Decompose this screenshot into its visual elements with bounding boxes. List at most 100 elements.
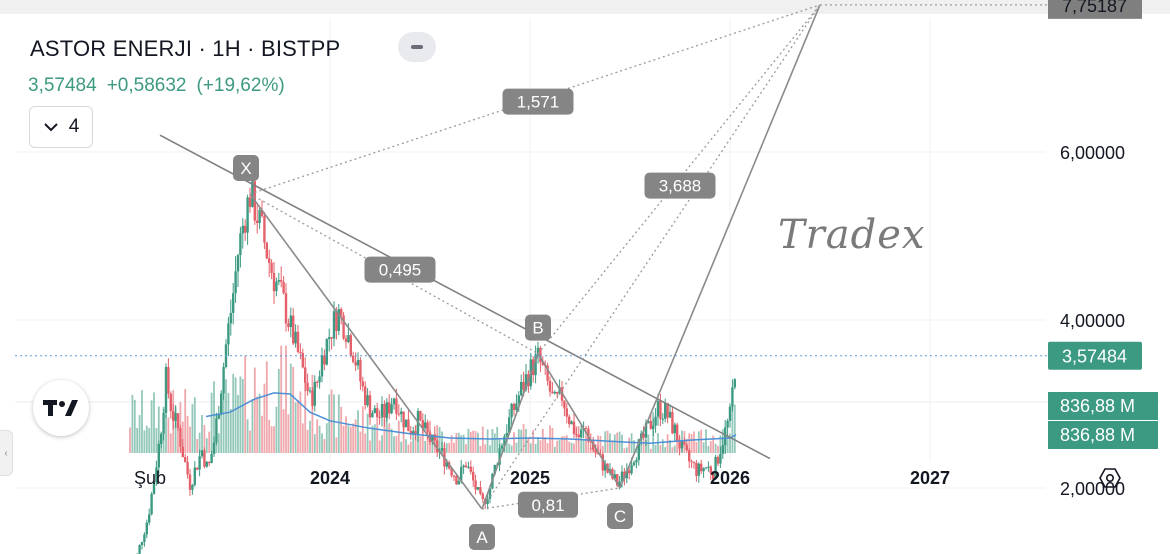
volume-bar	[162, 406, 165, 453]
volume-bar	[342, 425, 345, 453]
volume-bar	[479, 446, 482, 453]
volume-bar	[625, 447, 628, 453]
candle-body	[227, 323, 230, 345]
volume-bar	[455, 433, 458, 453]
volume-bar	[678, 437, 681, 453]
pattern-ratio-label-box	[502, 88, 574, 115]
candle-body	[325, 339, 328, 365]
volume-bar	[333, 394, 335, 453]
indicator-count: 4	[68, 116, 80, 137]
pattern-leg-xa[interactable]	[249, 193, 483, 510]
volume-bar	[577, 445, 580, 453]
candle-body	[193, 467, 196, 486]
candle-body	[140, 541, 144, 546]
volume-bar	[297, 399, 299, 453]
volume-bar	[558, 440, 561, 453]
volume-bar	[157, 406, 160, 453]
indicators-toggle-button[interactable]: 4	[29, 106, 93, 148]
candle-body	[620, 471, 624, 482]
candle-body	[342, 315, 345, 339]
volume-bar	[448, 442, 451, 453]
candle-body	[407, 419, 410, 432]
volume-bar	[721, 429, 724, 453]
top-strip	[0, 0, 1170, 14]
volume-bar	[347, 425, 350, 453]
volume-bar	[546, 443, 549, 453]
candle-body	[654, 416, 657, 426]
candle-body	[308, 390, 312, 392]
candle-body	[719, 453, 722, 464]
chevron-left-icon: ‹	[4, 447, 8, 459]
volume-bar	[337, 394, 340, 453]
chart-settings-icon[interactable]	[1098, 466, 1122, 490]
volume-bar	[249, 430, 251, 453]
volume-bar	[306, 429, 309, 453]
candle-body	[709, 466, 712, 474]
candle-body	[493, 464, 496, 475]
candle-body	[632, 462, 636, 466]
candle-body	[616, 474, 619, 486]
symbol-interval: 1H	[212, 36, 241, 61]
time-axis-tick-label: 2024	[310, 468, 350, 488]
trendline[interactable]	[159, 134, 771, 460]
candle-body	[244, 225, 247, 233]
candle-body	[203, 450, 206, 467]
volume-bar	[265, 361, 268, 453]
volume-tag	[1048, 392, 1158, 420]
volume-bar	[597, 435, 599, 453]
volume-bar	[354, 419, 357, 453]
volume-bar	[193, 397, 196, 453]
candle-body	[272, 273, 276, 292]
candle-body	[503, 436, 506, 446]
volume-bar	[412, 430, 415, 453]
candle-body	[460, 467, 463, 481]
candle-body	[702, 468, 705, 472]
pattern-point-b-box	[525, 314, 551, 341]
candle-body	[666, 403, 669, 418]
pattern-leg-ab[interactable]	[481, 353, 539, 510]
volume-bar	[393, 436, 395, 453]
volume-bar	[635, 448, 638, 453]
candle-body	[292, 315, 295, 344]
volume-bar	[640, 434, 643, 453]
pattern-leg-bc[interactable]	[537, 353, 621, 489]
candle-body	[268, 258, 271, 263]
volume-bar	[472, 430, 475, 453]
candle-body	[596, 453, 600, 455]
volume-bar	[431, 437, 434, 453]
candle-body	[716, 456, 720, 464]
candle-body	[551, 391, 554, 394]
pattern-leg-cd[interactable]	[619, 4, 821, 489]
symbol-title[interactable]: ASTOR ENERJI · 1H · BISTPP	[30, 36, 340, 62]
candle-body	[700, 463, 703, 472]
volume-bar	[731, 404, 734, 453]
candle-body	[409, 431, 412, 435]
candle-body	[248, 197, 252, 207]
tradingview-logo-icon	[43, 400, 78, 416]
candle-body	[296, 331, 300, 353]
volume-bar	[237, 394, 239, 453]
candle-body	[373, 408, 376, 414]
candle-body	[383, 403, 386, 418]
volume-bar	[136, 428, 139, 453]
volume-bar	[724, 441, 727, 453]
price-axis-tick-label: 2,00000	[1060, 479, 1125, 499]
candle-body	[510, 403, 513, 418]
candle-body	[347, 335, 350, 342]
volume-bar	[604, 431, 607, 453]
collapse-legend-button[interactable]	[398, 32, 436, 62]
candle-body	[236, 255, 240, 272]
volume-bar	[345, 416, 347, 453]
volume-bar	[160, 435, 163, 453]
volume-bar	[145, 425, 148, 453]
tradingview-logo[interactable]	[33, 380, 89, 436]
volume-bar	[719, 435, 722, 453]
volume-bar	[241, 378, 244, 453]
time-axis-tick-label: 2026	[710, 468, 750, 488]
volume-bar	[527, 438, 530, 453]
candle-body	[424, 422, 427, 429]
volume-bar	[153, 392, 155, 453]
side-panel-handle[interactable]: ‹	[0, 430, 13, 476]
